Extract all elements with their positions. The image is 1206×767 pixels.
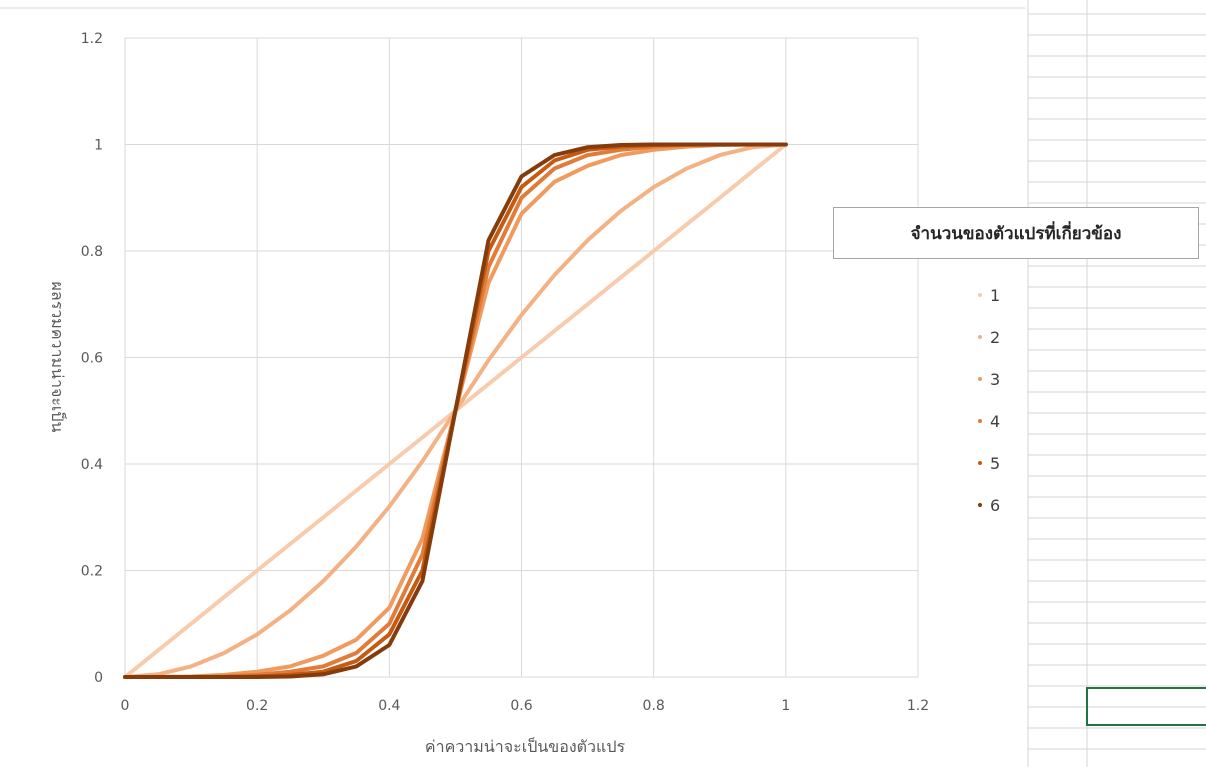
selected-cell[interactable]: [1086, 687, 1206, 726]
y-tick-label: 1: [94, 138, 103, 154]
legend-swatch: [978, 503, 982, 507]
x-tick-label: 1.2: [907, 698, 929, 714]
y-axis-title: ผลรวมความน่าจะเป็น: [48, 282, 68, 433]
x-tick-label: 0: [121, 698, 130, 714]
chart-gridlines: [124, 37, 919, 678]
x-axis-title: ค่าความน่าจะเป็นของตัวแปร: [425, 736, 626, 756]
legend-swatch: [978, 461, 982, 465]
y-tick-label: 0: [94, 670, 103, 686]
legend-swatch: [978, 419, 982, 423]
x-axis-ticks: 0 0.2 0.4 0.6 0.8 1 1.2: [121, 698, 930, 714]
y-tick-label: 0.4: [81, 457, 103, 473]
legend-entry[interactable]: 3: [978, 369, 1000, 389]
chart-series: [123, 142, 788, 679]
legend-swatch: [978, 293, 982, 297]
legend-entry[interactable]: 1: [978, 285, 1000, 305]
x-tick-label: 0.8: [643, 698, 665, 714]
legend-label: 6: [990, 495, 1001, 515]
x-tick-label: 0.4: [378, 698, 400, 714]
x-tick-label: 0.2: [246, 698, 268, 714]
y-tick-label: 1.2: [81, 31, 103, 47]
legend-title[interactable]: จำนวนของตัวแปรที่เกี่ยวข้อง: [833, 207, 1199, 259]
legend-label: 1: [990, 285, 1001, 305]
y-tick-label: 0.2: [81, 564, 103, 580]
series-line-6: [123, 142, 788, 679]
legend-swatch: [978, 377, 982, 381]
legend-label: 3: [990, 369, 1001, 389]
legend-entry[interactable]: 2: [978, 327, 1000, 347]
y-tick-label: 0.6: [81, 351, 103, 367]
legend-label: 4: [990, 411, 1001, 431]
x-tick-label: 1: [781, 698, 790, 714]
y-axis-ticks: 0 0.2 0.4 0.6 0.8 1 1.2: [81, 31, 103, 686]
y-tick-label: 0.8: [81, 244, 103, 260]
legend-label: 2: [990, 327, 1001, 347]
legend-entry[interactable]: 5: [978, 453, 1000, 473]
legend-swatch: [978, 335, 982, 339]
legend-label: 5: [990, 453, 1001, 473]
legend-entry[interactable]: 6: [978, 495, 1000, 515]
x-tick-label: 0.6: [510, 698, 532, 714]
legend-entry[interactable]: 4: [978, 411, 1000, 431]
